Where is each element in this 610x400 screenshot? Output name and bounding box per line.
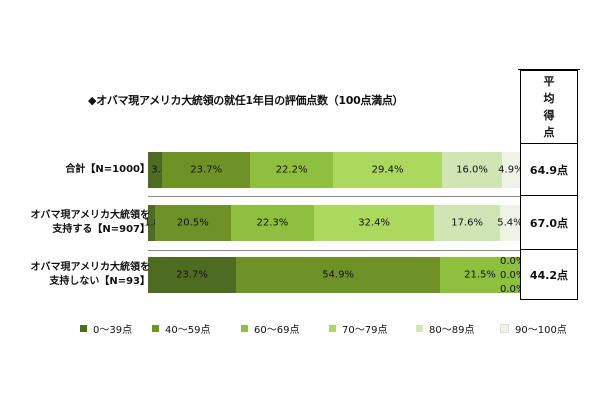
data-label: 0.0% <box>500 256 526 267</box>
legend-label: 0～39点 <box>93 325 133 336</box>
row-separator <box>148 196 520 197</box>
avg-header-char-2: 均 <box>543 92 555 105</box>
data-label: 16.0% <box>456 164 488 176</box>
data-label: 0.0% <box>500 270 526 281</box>
data-label: 29.4% <box>371 164 404 176</box>
bar-segment-60～69点 <box>230 205 314 241</box>
data-label: 21.5% <box>464 269 496 281</box>
average-score-cell: 44.2点 <box>520 250 578 300</box>
data-label: 22.2% <box>275 164 308 176</box>
bar-segment-90～100点 <box>499 205 520 241</box>
bar-segment-40～59点 <box>154 205 231 241</box>
row-label-1: 合計【N=1000】 <box>65 163 150 177</box>
row-label-line: 合計【N=1000】 <box>65 164 150 175</box>
data-label: 0.0% <box>500 284 526 295</box>
row-label-3: オバマ現アメリカ大統領を支持しない【N=93】 <box>31 261 151 289</box>
bar-segment-40～59点 <box>236 257 441 293</box>
bar-segment-80～89点 <box>434 205 500 241</box>
bar-segment-70～79点 <box>313 205 435 241</box>
legend-label: 90～100点 <box>515 325 567 336</box>
data-label: 5.4% <box>497 217 523 229</box>
legend-swatch <box>241 325 248 332</box>
data-label: 23.7% <box>190 164 223 176</box>
bar-segment-90～100点 <box>501 152 520 188</box>
legend-item: 70～79点 <box>329 321 387 336</box>
bar-segment-70～79点 <box>332 152 443 188</box>
legend-swatch <box>80 325 87 332</box>
row-label-line: 支持する【N=907】 <box>52 224 150 235</box>
data-label: 54.9% <box>322 269 354 281</box>
bar-segment-60～69点 <box>440 257 520 293</box>
avg-header-char-3: 得 <box>543 109 555 122</box>
chart-title: ◆オバマ現アメリカ大統領の就任1年目の評価点数（100点満点） <box>88 94 404 107</box>
average-score-cell: 67.0点 <box>520 196 578 250</box>
data-label: 17.6% <box>451 217 484 229</box>
data-label: 22.3% <box>256 217 289 229</box>
legend-swatch <box>329 325 336 332</box>
bar-segment-40～59点 <box>162 152 251 188</box>
average-score-header: 平 均 得 点 <box>520 70 578 144</box>
data-label: 4.9% <box>498 164 524 176</box>
data-label: 32.4% <box>358 217 391 229</box>
row-label-line: オバマ現アメリカ大統領を <box>30 262 151 273</box>
bar-segment-0～39点 <box>148 205 155 241</box>
bar-segment-60～69点 <box>250 152 333 188</box>
data-label: 23.7% <box>176 269 208 281</box>
legend-swatch <box>500 324 509 333</box>
chart-legend: 0～39点 40～59点 60～69点 70～79点 80～89点 90～100点 <box>80 321 580 336</box>
bar-segment-0～39点 <box>148 152 163 188</box>
legend-item: 0～39点 <box>80 321 132 336</box>
bar-segment-0～39点 <box>148 257 237 293</box>
legend-item: 40～59点 <box>152 321 210 336</box>
legend-swatch <box>152 325 159 332</box>
legend-label: 40～59点 <box>165 325 211 336</box>
row-label-2: オバマ現アメリカ大統領を支持する【N=907】 <box>31 209 151 237</box>
row-label-line: オバマ現アメリカ大統領を <box>30 210 151 221</box>
legend-label: 60～69点 <box>254 325 300 336</box>
legend-item: 80～89点 <box>416 321 474 336</box>
average-score-cell: 64.9点 <box>520 144 578 196</box>
legend-swatch <box>416 325 423 332</box>
legend-label: 80～89点 <box>429 325 475 336</box>
avg-header-char-4: 点 <box>543 126 555 139</box>
legend-item: 90～100点 <box>500 321 567 336</box>
row-separator <box>148 250 520 251</box>
legend-label: 70～79点 <box>342 325 388 336</box>
chart-top-border <box>518 69 580 70</box>
row-label-line: 支持しない【N=93】 <box>49 276 150 287</box>
legend-item: 60～69点 <box>241 321 299 336</box>
avg-header-char-1: 平 <box>543 75 555 88</box>
bar-segment-80～89点 <box>442 152 502 188</box>
data-label: 20.5% <box>176 217 209 229</box>
